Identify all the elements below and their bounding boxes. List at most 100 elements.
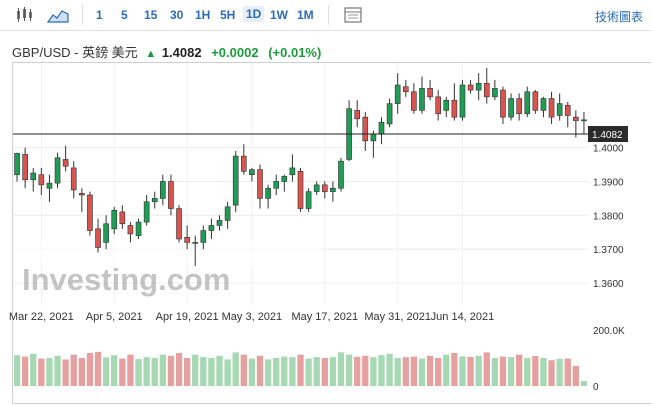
volume-bar <box>127 354 134 386</box>
volume-bar <box>192 354 199 386</box>
volume-bar <box>564 358 571 386</box>
area-chart-type-icon[interactable] <box>46 6 70 24</box>
volume-bar <box>264 359 272 386</box>
timeframe-1d[interactable]: 1D <box>243 6 265 22</box>
candle-body <box>402 86 409 93</box>
instrument-name: GBP/USD - 英鎊 美元 <box>12 45 138 60</box>
volume-bar <box>313 357 320 386</box>
data-table-icon[interactable] <box>343 6 363 24</box>
volume-bar <box>483 352 490 386</box>
volume-bar <box>321 358 328 386</box>
volume-bar <box>386 353 393 386</box>
price-tick-label: 1.4000 <box>593 144 624 155</box>
candle-body <box>297 171 304 209</box>
candle-body <box>443 99 450 111</box>
candle-body <box>30 172 37 181</box>
timeframe-30[interactable]: 30 <box>170 8 184 22</box>
tech-chart-link[interactable]: 技術圖表 <box>594 10 643 24</box>
candle-body <box>240 155 247 172</box>
timeframe-1h[interactable]: 1H <box>195 8 211 22</box>
timeframe-1[interactable]: 1 <box>96 8 103 22</box>
volume-bar <box>70 354 77 386</box>
volume-bar <box>78 358 85 386</box>
candle-body <box>281 176 288 182</box>
candlestick-type-icon[interactable] <box>14 6 34 24</box>
price-quote: GBP/USD - 英鎊 美元 ▲ 1.4082 +0.0002 (+0.01%… <box>12 42 321 61</box>
up-arrow-icon: ▲ <box>145 48 157 60</box>
volume-bar <box>354 356 361 386</box>
volume-bar <box>402 357 409 386</box>
date-tick-label: May 3, 2021 <box>222 311 283 323</box>
candle-body <box>38 174 45 186</box>
candle-body <box>419 88 425 111</box>
chart-toolbar: 1 5 15 30 1H 5H 1D 1W 1M 技術圖表 <box>0 0 651 31</box>
volume-bar <box>62 359 69 386</box>
volume-bar <box>337 352 345 386</box>
watermark-text: Investing.com <box>22 262 230 297</box>
candle-body <box>273 181 280 189</box>
volume-bar <box>135 359 142 386</box>
candle-body <box>79 193 85 196</box>
timeframe-5[interactable]: 5 <box>121 8 128 22</box>
candle-body <box>95 228 101 248</box>
price-tick-label: 1.3800 <box>593 211 624 222</box>
date-tick-label: May 17, 2021 <box>291 311 358 323</box>
candle-body <box>265 187 271 199</box>
volume-bar <box>248 358 256 386</box>
candle-body <box>313 184 320 192</box>
candle-body <box>208 225 215 231</box>
candle-body <box>103 223 109 243</box>
candle-body <box>168 181 174 209</box>
volume-bar <box>572 365 580 386</box>
candle-body <box>160 181 166 199</box>
last-price-tag: 1.4082 <box>588 126 628 142</box>
volume-bar <box>167 355 175 386</box>
candle-body <box>573 116 579 121</box>
candle-body <box>362 116 369 142</box>
volume-bar <box>451 352 458 386</box>
candle-body <box>232 155 239 206</box>
candle-body <box>46 182 53 189</box>
volume-bar <box>426 355 434 386</box>
volume-bar <box>38 358 45 386</box>
volume-bar <box>224 359 231 386</box>
candle-body <box>338 160 344 189</box>
last-price: 1.4082 <box>161 45 202 60</box>
candle-body <box>176 208 182 240</box>
timeframe-1w[interactable]: 1W <box>270 8 288 22</box>
candle-body <box>386 103 393 125</box>
date-tick-label: Apr 5, 2021 <box>86 311 143 323</box>
candle-body <box>224 206 231 221</box>
candle-body <box>321 184 328 192</box>
candle-body <box>330 187 336 192</box>
date-tick-label: Jun 14, 2021 <box>431 311 495 323</box>
volume-bar <box>548 360 555 386</box>
volume-bar <box>370 357 377 386</box>
candle-body <box>87 194 93 231</box>
candle-body <box>508 98 514 118</box>
candle-body <box>451 99 458 118</box>
candle-body <box>459 84 466 118</box>
timeframe-15[interactable]: 15 <box>144 8 158 22</box>
date-tick-label: Apr 19, 2021 <box>156 311 219 323</box>
volume-bar <box>102 357 110 386</box>
candle-body <box>184 237 190 243</box>
candle-body <box>435 96 441 115</box>
candle-body <box>54 157 61 184</box>
volume-bar <box>499 356 507 386</box>
candle-body <box>524 91 531 115</box>
volume-bar <box>13 355 21 386</box>
volume-bar <box>183 358 191 386</box>
volume-bar <box>232 352 239 386</box>
candle-body <box>467 84 474 91</box>
volume-bar <box>111 355 118 386</box>
timeframe-5h[interactable]: 5H <box>220 8 236 22</box>
volume-bar <box>216 355 223 386</box>
volume-bar <box>443 354 450 386</box>
volume-bar <box>86 352 94 386</box>
timeframe-1m[interactable]: 1M <box>297 8 314 22</box>
volume-bar <box>54 355 61 386</box>
candle-body <box>62 159 69 167</box>
volume-bar <box>556 358 563 386</box>
